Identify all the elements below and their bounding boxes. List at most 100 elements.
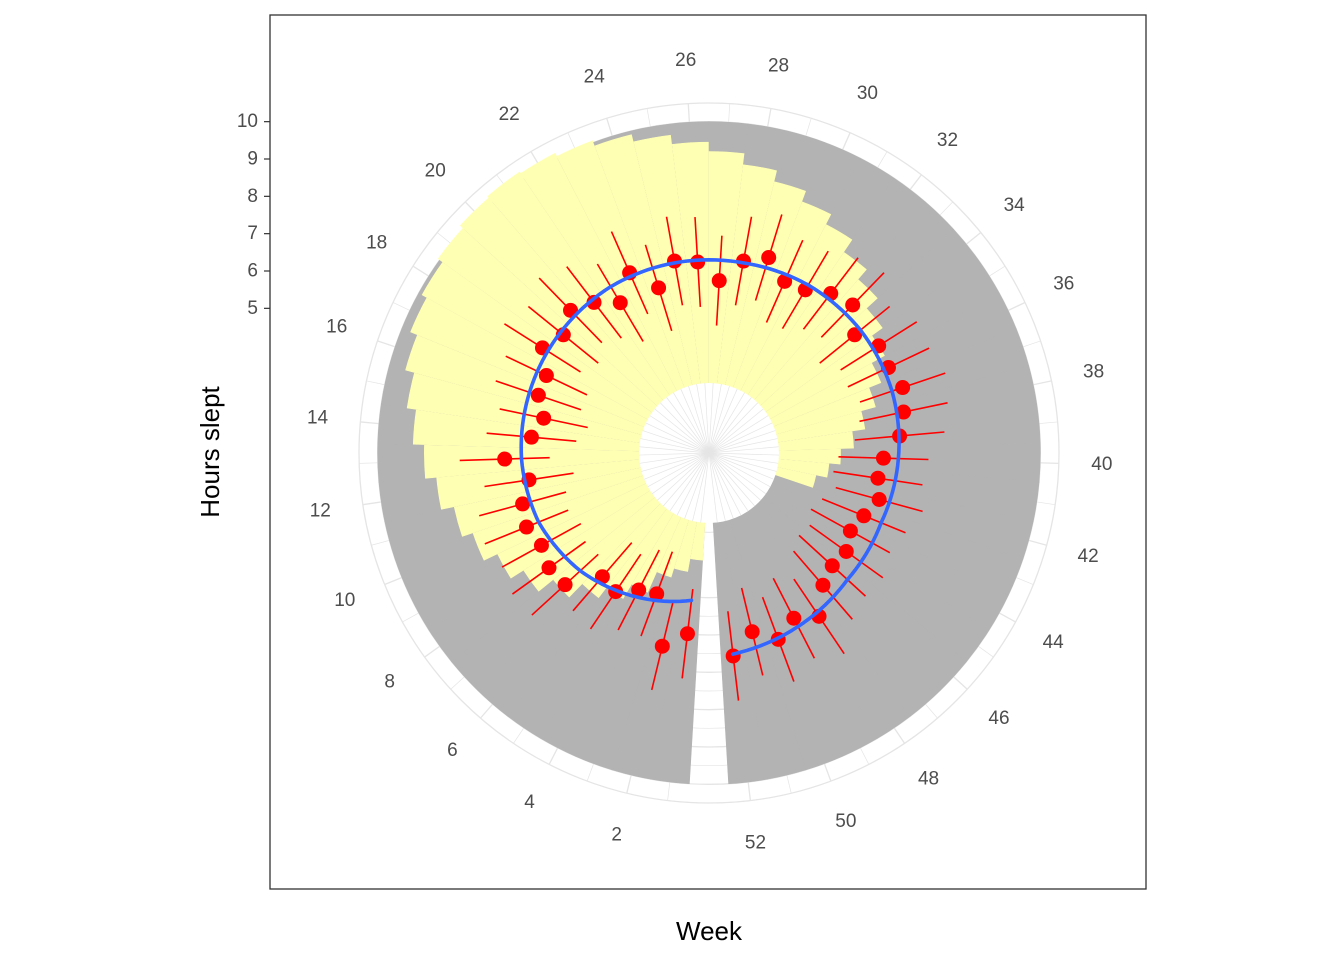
x-tick-label: 38 — [1083, 362, 1104, 383]
data-point — [896, 404, 912, 420]
data-point — [519, 519, 535, 535]
x-tick-label: 6 — [447, 740, 458, 761]
x-tick-label: 50 — [835, 811, 856, 832]
hole-spoke — [708, 452, 749, 512]
hole-spoke — [666, 397, 710, 454]
data-point — [842, 523, 858, 539]
hole-spoke — [651, 452, 710, 495]
y-tick-label: 5 — [247, 298, 258, 319]
hole-spoke — [708, 452, 779, 456]
hole-spoke — [639, 452, 710, 456]
data-point — [533, 537, 549, 553]
hole-spoke — [659, 402, 710, 454]
data-point — [777, 273, 793, 289]
hole-spoke — [708, 452, 755, 507]
data-point — [515, 496, 531, 512]
hole-spoke — [708, 452, 779, 464]
x-tick-label: 16 — [326, 317, 347, 338]
data-point — [824, 558, 840, 574]
x-tick-label: 52 — [745, 833, 766, 854]
hole-spoke — [708, 452, 761, 501]
hole-spoke — [708, 384, 722, 454]
x-tick-label: 8 — [384, 672, 395, 693]
x-tick-label: 20 — [425, 161, 446, 182]
hole-spoke — [708, 452, 767, 495]
x-tick-label: 24 — [584, 67, 606, 88]
y-tick-label: 10 — [237, 111, 258, 132]
data-point — [654, 638, 670, 654]
hole-spoke — [708, 452, 718, 523]
y-tick-label: 8 — [247, 186, 258, 207]
data-point — [536, 410, 552, 426]
x-tick-label: 36 — [1053, 273, 1074, 294]
data-point — [847, 327, 863, 343]
x-tick-label: 40 — [1091, 454, 1112, 475]
data-point — [586, 294, 602, 310]
x-tick-label: 14 — [307, 408, 329, 429]
x-tick-label: 2 — [611, 825, 622, 846]
center-hole — [639, 383, 779, 523]
x-tick-label: 30 — [857, 83, 878, 104]
hole-spoke — [708, 422, 773, 454]
x-tick-label: 28 — [768, 56, 789, 77]
hole-spoke — [708, 415, 769, 454]
data-point — [786, 610, 802, 626]
smooth-layer — [519, 258, 901, 656]
x-tick-label: 12 — [310, 501, 331, 522]
hole-spoke — [676, 452, 710, 516]
data-point — [725, 648, 741, 664]
x-tick-label: 44 — [1043, 632, 1065, 653]
point-layer — [459, 214, 948, 701]
x-tick-label: 48 — [918, 768, 939, 789]
hole-spoke — [641, 452, 710, 472]
x-tick-label: 34 — [1004, 195, 1026, 216]
hole-spoke — [708, 452, 742, 516]
hole-spoke — [645, 422, 710, 454]
data-point — [651, 280, 667, 296]
data-point — [711, 273, 727, 289]
x-tick-label: 26 — [675, 50, 696, 71]
data-point — [875, 450, 891, 466]
hole-spoke — [654, 408, 710, 454]
hole-spoke — [639, 446, 710, 454]
hole-spoke — [696, 384, 710, 454]
data-point — [856, 508, 872, 524]
x-tick-label: 22 — [499, 104, 520, 125]
hole-spoke — [644, 452, 710, 480]
hole-spoke — [708, 452, 726, 522]
hole-spoke — [647, 452, 710, 488]
data-point — [838, 543, 854, 559]
hole-spoke — [684, 452, 710, 519]
data-point — [679, 626, 695, 642]
x-tick-label: 32 — [937, 130, 958, 151]
hole-spoke — [704, 383, 710, 454]
band-layer — [378, 122, 1041, 785]
hole-spoke — [708, 402, 759, 454]
hole-spoke — [708, 452, 734, 519]
hole-spoke — [708, 446, 779, 454]
hole-spoke — [708, 392, 745, 454]
data-point — [870, 470, 886, 486]
hole-spoke — [669, 452, 710, 512]
hole-spoke — [708, 438, 778, 454]
y-axis-title: Hours slept — [195, 385, 225, 517]
hole-spoke — [708, 430, 776, 454]
hole-spoke — [708, 397, 752, 454]
data-point — [815, 577, 831, 593]
data-point — [523, 429, 539, 445]
hole-spoke — [649, 415, 710, 454]
hole-spoke — [708, 452, 777, 472]
hole-spoke — [639, 452, 710, 464]
data-point — [744, 624, 760, 640]
data-point — [530, 387, 546, 403]
x-tick-label: 42 — [1078, 546, 1099, 567]
data-point — [871, 491, 887, 507]
data-point — [612, 295, 628, 311]
grid-outer-circle — [358, 102, 1060, 804]
smooth-trend-line — [519, 258, 901, 656]
hole-spoke — [663, 452, 710, 507]
x-tick-label: 4 — [524, 792, 535, 813]
data-point — [631, 582, 647, 598]
